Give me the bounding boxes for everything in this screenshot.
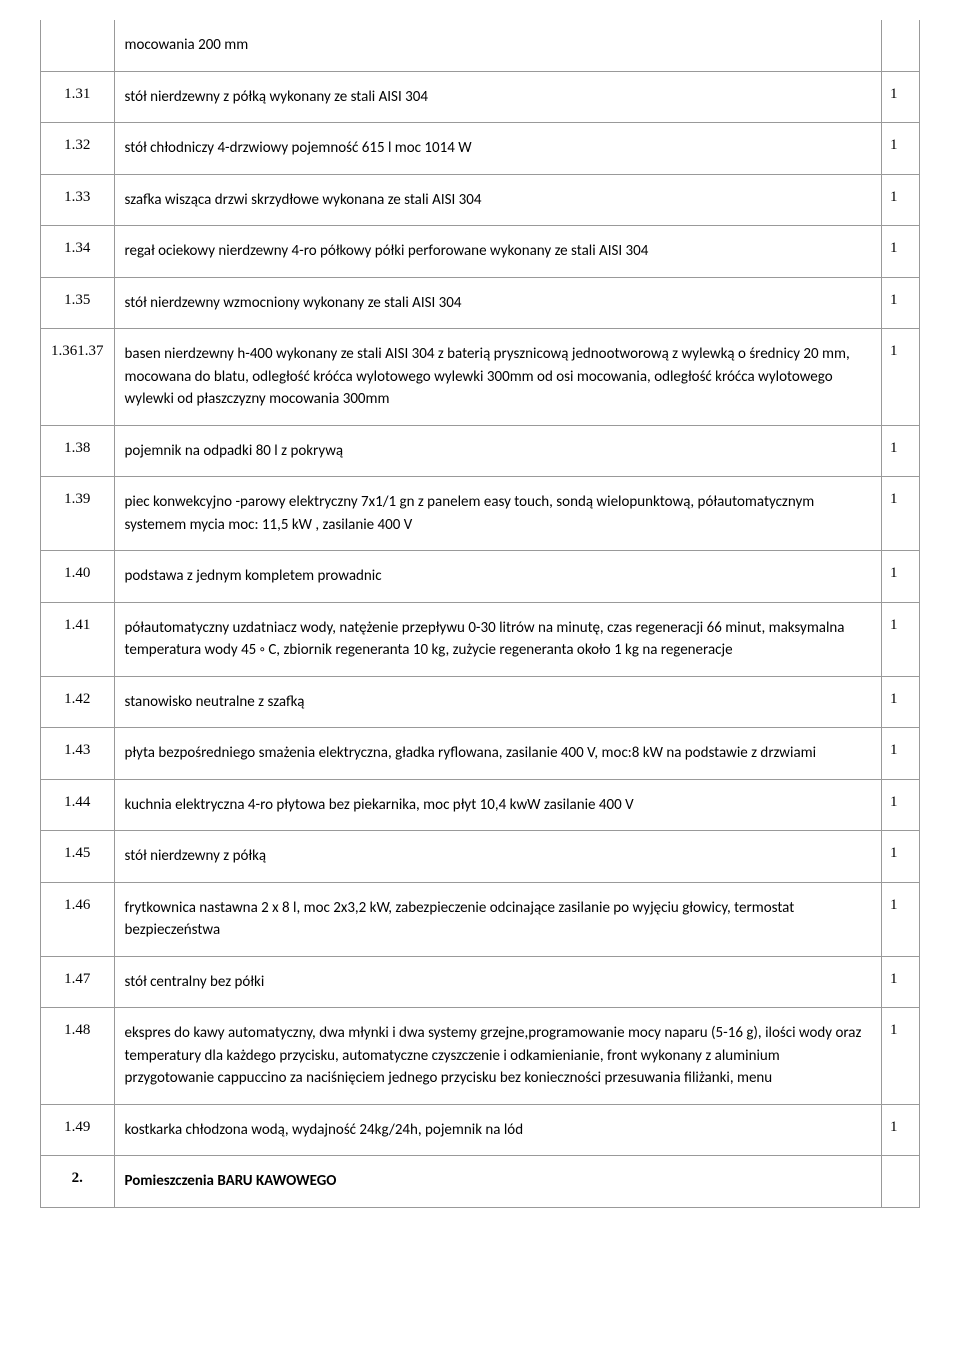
row-quantity: 1 (882, 728, 920, 780)
row-number: 2. (41, 1156, 115, 1208)
table-row: 1.42stanowisko neutralne z szafką1 (41, 676, 920, 728)
table-row: 1.35stół nierdzewny wzmocniony wykonany … (41, 277, 920, 329)
row-number: 1.47 (41, 956, 115, 1008)
specification-table: mocowania 200 mm1.31stół nierdzewny z pó… (40, 20, 920, 1208)
row-description: półautomatyczny uzdatniacz wody, natężen… (114, 602, 882, 676)
row-quantity (882, 20, 920, 71)
row-number: 1.45 (41, 831, 115, 883)
table-row: 1.48ekspres do kawy automatyczny, dwa mł… (41, 1008, 920, 1105)
row-quantity: 1 (882, 477, 920, 551)
table-row: 1.38pojemnik na odpadki 80 l z pokrywą1 (41, 425, 920, 477)
row-quantity: 1 (882, 71, 920, 123)
row-number: 1.31 (41, 71, 115, 123)
row-description: płyta bezpośredniego smażenia elektryczn… (114, 728, 882, 780)
row-quantity: 1 (882, 1008, 920, 1105)
row-quantity: 1 (882, 226, 920, 278)
row-number: 1.46 (41, 882, 115, 956)
row-description: stanowisko neutralne z szafką (114, 676, 882, 728)
row-quantity: 1 (882, 831, 920, 883)
table-row: 1.43płyta bezpośredniego smażenia elektr… (41, 728, 920, 780)
table-row: 1.46frytkownica nastawna 2 x 8 l, moc 2x… (41, 882, 920, 956)
row-number: 1.361.37 (41, 329, 115, 426)
row-quantity: 1 (882, 1104, 920, 1156)
table-row: 1.49kostkarka chłodzona wodą, wydajność … (41, 1104, 920, 1156)
row-description: Pomieszczenia BARU KAWOWEGO (114, 1156, 882, 1208)
row-quantity: 1 (882, 174, 920, 226)
table-row: mocowania 200 mm (41, 20, 920, 71)
table-row: 1.47stół centralny bez półki1 (41, 956, 920, 1008)
row-description: kuchnia elektryczna 4-ro płytowa bez pie… (114, 779, 882, 831)
table-row: 1.41półautomatyczny uzdatniacz wody, nat… (41, 602, 920, 676)
row-description: ekspres do kawy automatyczny, dwa młynki… (114, 1008, 882, 1105)
row-description: piec konwekcyjno -parowy elektryczny 7x1… (114, 477, 882, 551)
row-number: 1.42 (41, 676, 115, 728)
row-description: podstawa z jednym kompletem prowadnic (114, 551, 882, 603)
table-row: 2.Pomieszczenia BARU KAWOWEGO (41, 1156, 920, 1208)
row-quantity (882, 1156, 920, 1208)
row-description: stół nierdzewny z półką wykonany ze stal… (114, 71, 882, 123)
table-row: 1.40podstawa z jednym kompletem prowadni… (41, 551, 920, 603)
table-row: 1.44kuchnia elektryczna 4-ro płytowa bez… (41, 779, 920, 831)
row-quantity: 1 (882, 425, 920, 477)
row-description: pojemnik na odpadki 80 l z pokrywą (114, 425, 882, 477)
row-number: 1.44 (41, 779, 115, 831)
row-number: 1.40 (41, 551, 115, 603)
row-description: stół nierdzewny z półką (114, 831, 882, 883)
row-description: basen nierdzewny h-400 wykonany ze stali… (114, 329, 882, 426)
row-description: stół chłodniczy 4-drzwiowy pojemność 615… (114, 123, 882, 175)
row-description: stół nierdzewny wzmocniony wykonany ze s… (114, 277, 882, 329)
row-quantity: 1 (882, 882, 920, 956)
row-quantity: 1 (882, 123, 920, 175)
row-number: 1.41 (41, 602, 115, 676)
row-number: 1.49 (41, 1104, 115, 1156)
table-row: 1.32stół chłodniczy 4-drzwiowy pojemność… (41, 123, 920, 175)
row-description: frytkownica nastawna 2 x 8 l, moc 2x3,2 … (114, 882, 882, 956)
row-number: 1.34 (41, 226, 115, 278)
table-row: 1.361.37basen nierdzewny h-400 wykonany … (41, 329, 920, 426)
table-row: 1.31stół nierdzewny z półką wykonany ze … (41, 71, 920, 123)
row-number: 1.35 (41, 277, 115, 329)
row-number: 1.39 (41, 477, 115, 551)
row-description: mocowania 200 mm (114, 20, 882, 71)
row-number: 1.33 (41, 174, 115, 226)
row-quantity: 1 (882, 551, 920, 603)
row-description: szafka wisząca drzwi skrzydłowe wykonana… (114, 174, 882, 226)
row-description: kostkarka chłodzona wodą, wydajność 24kg… (114, 1104, 882, 1156)
row-quantity: 1 (882, 329, 920, 426)
row-quantity: 1 (882, 277, 920, 329)
row-quantity: 1 (882, 779, 920, 831)
row-description: stół centralny bez półki (114, 956, 882, 1008)
row-quantity: 1 (882, 602, 920, 676)
table-row: 1.34regał ociekowy nierdzewny 4-ro półko… (41, 226, 920, 278)
row-description: regał ociekowy nierdzewny 4-ro półkowy p… (114, 226, 882, 278)
table-row: 1.33szafka wisząca drzwi skrzydłowe wyko… (41, 174, 920, 226)
row-number: 1.38 (41, 425, 115, 477)
row-quantity: 1 (882, 676, 920, 728)
row-number: 1.43 (41, 728, 115, 780)
table-row: 1.45stół nierdzewny z półką1 (41, 831, 920, 883)
row-number: 1.48 (41, 1008, 115, 1105)
row-number (41, 20, 115, 71)
row-number: 1.32 (41, 123, 115, 175)
row-quantity: 1 (882, 956, 920, 1008)
table-body: mocowania 200 mm1.31stół nierdzewny z pó… (41, 20, 920, 1207)
table-row: 1.39piec konwekcyjno -parowy elektryczny… (41, 477, 920, 551)
